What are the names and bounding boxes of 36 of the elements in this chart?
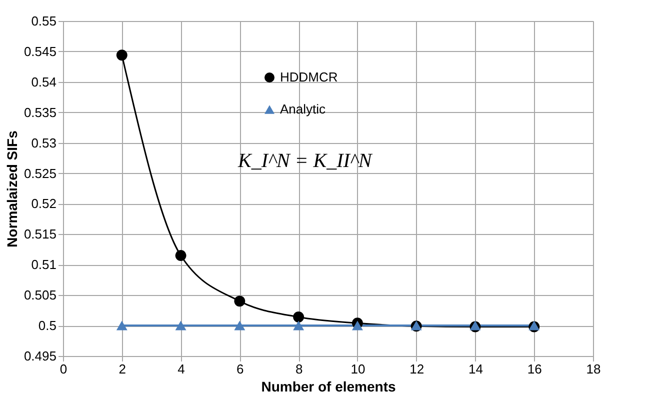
point	[116, 320, 128, 330]
x-tick-label: 6	[236, 362, 244, 376]
y-tick-label: 0.505	[24, 288, 56, 303]
legend-label: Analytic	[280, 102, 326, 116]
x-tick-label: 14	[468, 362, 483, 376]
point	[293, 312, 304, 322]
x-tick-label: 18	[586, 362, 601, 376]
y-tick-label: 0.515	[24, 226, 56, 242]
x-tick-label: 0	[60, 362, 68, 376]
x-tick-label: 10	[350, 362, 366, 376]
x-tick-label: 12	[410, 362, 424, 376]
point	[116, 50, 128, 61]
x-tick-label: 2	[118, 362, 126, 376]
x-tick-label: 8	[295, 362, 303, 376]
y-tick-label: 0.545	[24, 44, 56, 59]
x-tick-label: 4	[178, 362, 185, 376]
y-tick-label: 0.54	[31, 74, 56, 90]
point	[352, 320, 363, 330]
y-tick-label: 0.535	[24, 104, 56, 120]
point	[293, 320, 304, 330]
y-tick-label: 0.5	[38, 318, 56, 334]
point	[175, 320, 186, 330]
y-tick-label: 0.495	[24, 348, 56, 364]
y-tick-label: 0.52	[31, 196, 56, 212]
point	[234, 320, 246, 330]
annotation: K_I^N = K_II^N	[237, 150, 374, 172]
point	[175, 250, 186, 261]
point	[234, 296, 246, 307]
y-axis-title: Normalaized SIFs	[4, 130, 20, 248]
y-tick-label: 0.525	[24, 166, 56, 181]
y-tick-label: 0.51	[31, 257, 56, 272]
legend-label: HDDMCR	[280, 70, 338, 84]
x-tick-label: 16	[527, 362, 542, 376]
x-axis-title: Number of elements	[261, 378, 396, 394]
y-tick-label: 0.55	[31, 14, 56, 28]
y-tick-label: 0.53	[31, 135, 56, 150]
